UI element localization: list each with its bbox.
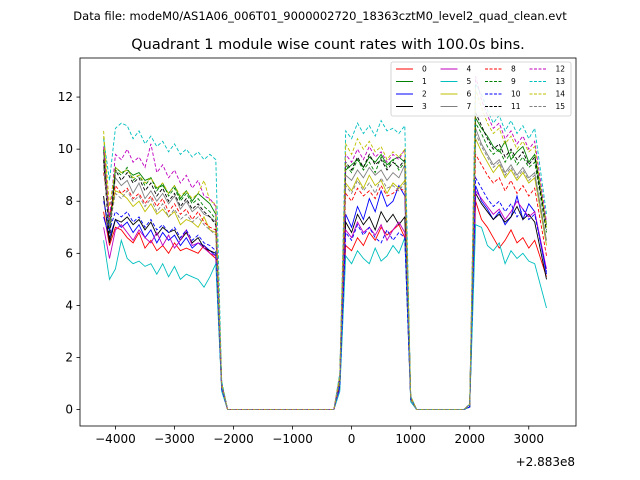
- x-tick-label: 2000: [454, 432, 485, 446]
- axes-frame: [79, 57, 577, 427]
- y-tick-label: 4: [65, 298, 73, 312]
- legend-label-10: 10: [511, 90, 521, 99]
- x-axis: −4000 −3000 −2000 −1000 0 1000 2000 3000: [95, 426, 544, 446]
- plot-lines: [103, 76, 547, 411]
- figure-suptitle: Data file: modeM0/AS1A06_006T01_90000027…: [73, 9, 567, 23]
- y-tick-label: 8: [65, 194, 73, 208]
- legend-label-1: 1: [422, 77, 427, 86]
- series-line-15: [103, 133, 547, 411]
- legend-label-2: 2: [422, 90, 427, 99]
- legend-label-0: 0: [422, 65, 427, 74]
- legend-label-8: 8: [511, 65, 516, 74]
- x-tick-label: −3000: [154, 432, 195, 446]
- y-tick-label: 12: [58, 90, 73, 104]
- y-tick-label: 6: [65, 246, 73, 260]
- legend-frame: [390, 61, 572, 117]
- x-tick-label: −2000: [213, 432, 254, 446]
- x-tick-label: −1000: [272, 432, 313, 446]
- x-tick-label: 3000: [513, 432, 544, 446]
- y-tick-label: 2: [65, 351, 73, 365]
- legend-label-14: 14: [556, 90, 566, 99]
- x-tick-label: 1000: [395, 432, 426, 446]
- legend-label-4: 4: [467, 65, 472, 74]
- legend-label-3: 3: [422, 102, 427, 111]
- legend-label-6: 6: [467, 90, 472, 99]
- y-tick-label: 0: [65, 403, 73, 417]
- y-axis: 0 2 4 6 8 10 12: [58, 90, 80, 417]
- legend-label-15: 15: [556, 102, 566, 111]
- y-tick-label: 10: [58, 142, 73, 156]
- legend-label-12: 12: [556, 65, 566, 74]
- legend-label-7: 7: [467, 102, 472, 111]
- x-offset-label: +2.883e8: [516, 455, 575, 469]
- legend-label-11: 11: [511, 102, 521, 111]
- x-tick-label: 0: [348, 432, 356, 446]
- x-tick-label: −4000: [95, 432, 136, 446]
- legend-label-13: 13: [556, 77, 566, 86]
- legend-label-9: 9: [511, 77, 516, 86]
- chart-title: Quadrant 1 module wise count rates with …: [131, 37, 525, 53]
- legend-label-5: 5: [467, 77, 472, 86]
